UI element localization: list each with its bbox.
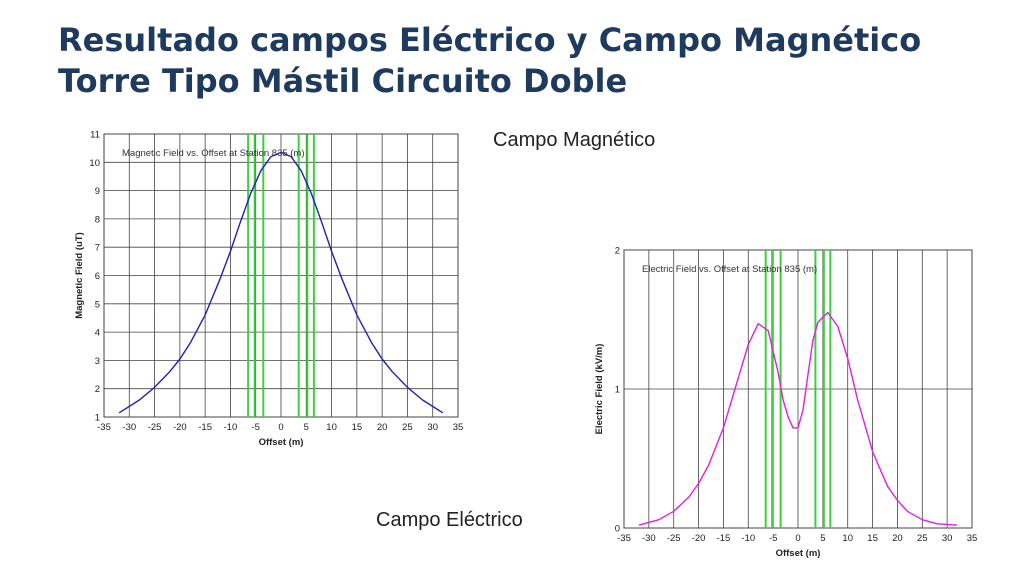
x-tick-label: -20 — [692, 533, 706, 544]
y-tick-label: 1 — [95, 413, 100, 424]
x-tick-label: 5 — [820, 533, 825, 544]
x-axis-label: Offset (m) — [259, 437, 304, 448]
x-tick-label: 20 — [892, 533, 903, 544]
x-tick-label: -15 — [198, 422, 212, 433]
y-axis-label: Electric Field (kV/m) — [594, 344, 605, 435]
x-tick-label: 20 — [377, 422, 388, 433]
y-tick-label: 2 — [615, 246, 620, 257]
x-tick-label: -5 — [769, 533, 777, 544]
x-tick-label: 15 — [352, 422, 363, 433]
y-tick-label: 0 — [615, 524, 620, 535]
x-tick-label: -5 — [251, 422, 259, 433]
x-tick-label: 0 — [795, 533, 800, 544]
y-tick-label: 11 — [90, 130, 100, 141]
x-tick-label: 30 — [427, 422, 438, 433]
x-tick-label: -10 — [224, 422, 238, 433]
y-tick-label: 8 — [95, 214, 100, 225]
y-tick-label: 5 — [95, 299, 100, 310]
slide-title: Resultado campos Eléctrico y Campo Magné… — [58, 21, 922, 100]
x-tick-label: 25 — [402, 422, 413, 433]
x-tick-label: -10 — [741, 533, 755, 544]
x-tick-label: 35 — [453, 422, 464, 433]
x-tick-label: 35 — [967, 533, 978, 544]
x-tick-label: 0 — [278, 422, 283, 433]
y-tick-label: 7 — [95, 243, 100, 254]
caption-electric-field: Campo Eléctrico — [376, 509, 523, 531]
electric-field-chart: -35 -30 -25 -20 -15 -10 -5 0 5 10 15 20 25 30 35 0 1 2 Ele… — [594, 246, 978, 560]
y-tick-label: 2 — [95, 384, 100, 395]
field-curve — [118, 151, 444, 414]
x-tick-label: 25 — [917, 533, 928, 544]
x-tick-label: -35 — [97, 422, 111, 433]
y-tick-label: 6 — [95, 271, 100, 282]
x-tick-label: -20 — [173, 422, 187, 433]
y-tick-label: 4 — [95, 328, 100, 339]
field-curve — [638, 311, 958, 526]
y-axis-label: Magnetic Field (uT) — [74, 232, 85, 319]
chart-title: Electric Field vs. Offset at Station 835… — [642, 264, 817, 275]
x-tick-label: -15 — [717, 533, 731, 544]
x-tick-label: -35 — [617, 533, 631, 544]
magnetic-field-chart: -35 -30 -25 -20 -15 -10 -5 0 5 10 15 20 25 30 35 1 2 3 4 5 6… — [74, 130, 464, 449]
x-tick-label: 30 — [942, 533, 953, 544]
x-tick-label: -30 — [642, 533, 656, 544]
x-tick-label: -25 — [667, 533, 681, 544]
x-tick-label: 5 — [304, 422, 309, 433]
y-tick-label: 10 — [89, 158, 100, 169]
x-tick-label: 10 — [842, 533, 853, 544]
chart-title: Magnetic Field vs. Offset at Station 835… — [122, 148, 305, 159]
y-tick-label: 3 — [95, 356, 100, 367]
y-tick-label: 1 — [615, 385, 620, 396]
x-axis-label: Offset (m) — [776, 548, 821, 559]
x-tick-label: 10 — [326, 422, 337, 433]
x-tick-label: 15 — [867, 533, 878, 544]
caption-magnetic-field: Campo Magnético — [493, 129, 656, 151]
x-tick-label: -25 — [148, 422, 162, 433]
x-tick-label: -30 — [122, 422, 136, 433]
y-tick-label: 9 — [95, 186, 100, 197]
